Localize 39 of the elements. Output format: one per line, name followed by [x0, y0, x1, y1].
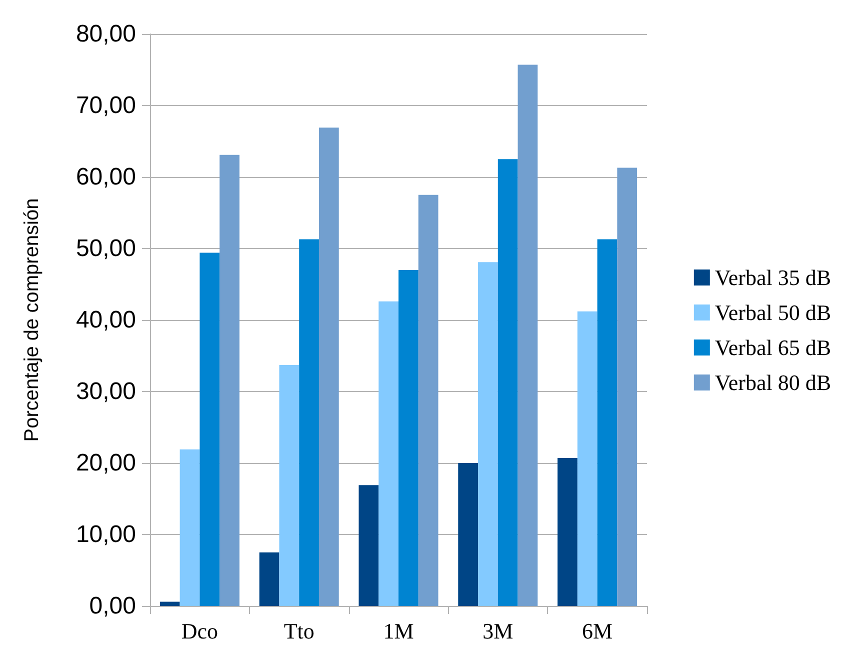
y-axis-title: Porcentaje de comprensión: [21, 198, 43, 442]
y-tick-label: 60,00: [76, 164, 136, 190]
bar: [180, 449, 200, 606]
bar: [318, 128, 339, 606]
y-tick-label: 10,00: [76, 521, 136, 548]
bar: [358, 485, 379, 606]
legend-label: Verbal 65 dB: [714, 335, 832, 360]
bar: [220, 154, 240, 606]
bar: [398, 270, 418, 606]
x-tick-label: 3M: [482, 618, 514, 644]
bar: [299, 239, 319, 606]
bar: [518, 64, 538, 606]
bar: [617, 168, 638, 606]
x-tick-label: Tto: [284, 618, 314, 644]
legend-label: Verbal 80 dB: [714, 370, 832, 395]
y-tick-label: 40,00: [76, 306, 136, 334]
bar: [160, 602, 180, 606]
bar: [577, 311, 598, 606]
bar: [498, 159, 518, 606]
bar: [418, 194, 438, 606]
y-tick-label: 30,00: [76, 378, 136, 405]
bar: [478, 262, 498, 606]
bar: [279, 365, 300, 606]
bar: [378, 301, 398, 606]
bar: [200, 252, 220, 606]
y-tick-label: 20,00: [76, 450, 136, 476]
bar: [597, 239, 618, 606]
bar: [558, 458, 578, 606]
x-tick-label: Dco: [181, 618, 218, 644]
x-tick-label: 6M: [582, 618, 613, 644]
legend-label: Verbal 35 dB: [714, 265, 832, 290]
y-tick-label: 50,00: [76, 235, 136, 262]
bar: [458, 463, 478, 606]
y-tick-label: 80,00: [76, 20, 136, 48]
y-tick-label: 70,00: [76, 92, 136, 119]
legend-label: Verbal 50 dB: [714, 300, 832, 325]
x-tick-label: 1M: [383, 618, 414, 644]
y-tick-label: 0,00: [89, 592, 136, 620]
bar: [259, 552, 280, 606]
